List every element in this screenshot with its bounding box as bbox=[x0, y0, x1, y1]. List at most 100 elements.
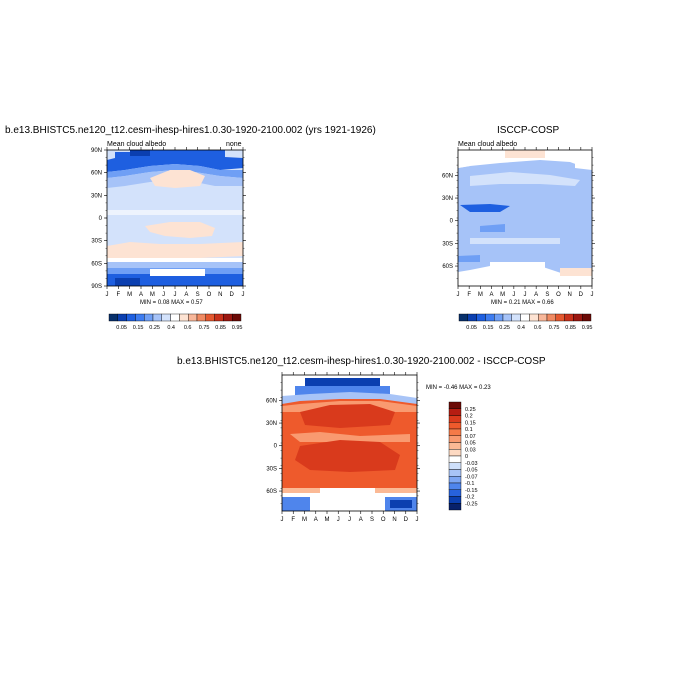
panel1-title: b.e13.BHISTC5.ne120_t12.cesm-ihesp-hires… bbox=[5, 125, 376, 136]
panel1-colorbar-label: 0.6 bbox=[184, 325, 192, 331]
panel1-minmax: MIN = 0.08 MAX = 0.57 bbox=[140, 300, 203, 306]
panel2-colorbar-label: 0.4 bbox=[517, 325, 525, 331]
panel1-colorbar-swatch bbox=[161, 313, 171, 322]
panel3-month-label: J bbox=[281, 517, 284, 523]
panel1-colorbar-label: 0.05 bbox=[116, 325, 127, 331]
panel3-month-label: A bbox=[359, 517, 363, 523]
panel1-month-label: J bbox=[106, 292, 109, 298]
panel3-colorbar-label: -0.15 bbox=[465, 488, 478, 494]
panel1-colorbar-swatch bbox=[223, 313, 233, 322]
panel3-month-label: M bbox=[302, 517, 307, 523]
panel2-month-label: J bbox=[524, 292, 527, 298]
panel2-colorbar-label: 0.75 bbox=[549, 325, 560, 331]
panel1-colorbar-label: 0.25 bbox=[149, 325, 160, 331]
panel1-lat-label: 60S bbox=[91, 261, 102, 267]
panel2-month-label: D bbox=[579, 292, 584, 298]
panel2-month-label: A bbox=[534, 292, 538, 298]
panel3-lat-label: 30N bbox=[266, 421, 277, 427]
panel1-colorbar-label: 0.95 bbox=[232, 325, 243, 331]
panel3-colorbar-label: -0.07 bbox=[465, 474, 478, 480]
panel1-lat-label: 0 bbox=[99, 216, 103, 222]
panel3-colorbar-label: 0.03 bbox=[465, 447, 476, 453]
panel2-colorbar-swatch bbox=[458, 313, 469, 322]
panel2-colorbar-swatch bbox=[502, 313, 513, 322]
panel2-month-label: O bbox=[556, 292, 561, 298]
panel3-month-label: N bbox=[392, 517, 396, 523]
panel3-colorbar-swatch bbox=[448, 455, 462, 463]
panel1-colorbar-swatch bbox=[214, 313, 224, 322]
panel3-lat-label: 30S bbox=[266, 466, 277, 472]
panel2-colorbar-swatch bbox=[494, 313, 504, 322]
panel3-colorbar-swatch bbox=[448, 401, 462, 409]
panel3-colorbar-label: 0.15 bbox=[465, 420, 476, 426]
panel1-lat-label: 30N bbox=[91, 193, 102, 199]
panel2-colorbar-swatch bbox=[485, 313, 495, 322]
panel2-heatmap bbox=[457, 149, 593, 287]
panel3-colorbar-label: -0.2 bbox=[465, 495, 474, 501]
panel3-title: b.e13.BHISTC5.ne120_t12.cesm-ihesp-hires… bbox=[177, 356, 546, 367]
panel3-colorbar-label: 0 bbox=[465, 454, 468, 460]
panel1-lat-label: 90S bbox=[91, 284, 102, 290]
panel1-colorbar-swatch bbox=[170, 313, 180, 322]
panel1-lat-label: 60N bbox=[91, 171, 102, 177]
panel3-colorbar-swatch bbox=[448, 449, 462, 457]
panel3-colorbar-label: 0.07 bbox=[465, 434, 476, 440]
panel2-colorbar-swatch bbox=[564, 313, 574, 322]
panel2-variable-label: Mean cloud albedo bbox=[458, 141, 518, 148]
panel3-colorbar-swatch bbox=[448, 415, 462, 423]
panel2-colorbar-swatch bbox=[538, 313, 548, 322]
panel2-colorbar-swatch bbox=[546, 313, 557, 322]
panel3-colorbar-swatch bbox=[448, 428, 462, 436]
panel3-colorbar-label: 0.05 bbox=[465, 441, 476, 447]
panel2-colorbar-swatch bbox=[476, 313, 486, 322]
panel1-month-label: J bbox=[162, 292, 165, 298]
panel3-month-label: O bbox=[381, 517, 386, 523]
panel1-colorbar-swatch bbox=[135, 313, 145, 322]
panel2-colorbar-label: 0.25 bbox=[499, 325, 510, 331]
panel1-lat-label: 90N bbox=[91, 148, 102, 154]
panel1-colorbar-swatch bbox=[117, 313, 127, 322]
panel1-month-label: A bbox=[184, 292, 188, 298]
panel1-colorbar-swatch bbox=[179, 313, 189, 322]
panel1-colorbar-swatch bbox=[187, 313, 198, 322]
panel3-colorbar-label: 0.1 bbox=[465, 427, 473, 433]
panel1-colorbar-label: 0.85 bbox=[215, 325, 226, 331]
panel2-month-label: A bbox=[489, 292, 493, 298]
panel3-colorbar-swatch bbox=[448, 476, 462, 484]
panel1-colorbar-swatch bbox=[143, 313, 154, 322]
panel2-colorbar-swatch bbox=[582, 313, 592, 322]
panel1-month-label: O bbox=[207, 292, 212, 298]
panel3-colorbar-swatch bbox=[448, 435, 462, 443]
panel1-month-label: J bbox=[242, 292, 245, 298]
panel2-colorbar-label: 0.95 bbox=[582, 325, 593, 331]
panel1-month-label: D bbox=[229, 292, 234, 298]
panel2-month-label: M bbox=[478, 292, 483, 298]
panel2-colorbar-swatch bbox=[520, 313, 530, 322]
panel3-colorbar-swatch bbox=[448, 489, 462, 497]
panel3-lat-label: 60N bbox=[266, 398, 277, 404]
panel3-lat-label: 0 bbox=[274, 444, 278, 450]
panel2-month-label: F bbox=[467, 292, 471, 298]
panel2-month-label: S bbox=[545, 292, 549, 298]
panel2-month-label: J bbox=[591, 292, 594, 298]
panel2-month-label: J bbox=[457, 292, 460, 298]
panel3-minmax: MIN = -0.46 MAX = 0.23 bbox=[426, 385, 491, 391]
panel2-lat-label: 30S bbox=[442, 241, 453, 247]
panel2-colorbar-swatch bbox=[511, 313, 521, 322]
panel3-colorbar-swatch bbox=[448, 422, 462, 430]
panel3-colorbar-swatch bbox=[448, 482, 462, 490]
panel3-colorbar-label: -0.05 bbox=[465, 468, 478, 474]
panel2-colorbar-swatch bbox=[467, 313, 477, 322]
panel1-colorbar-swatch bbox=[126, 313, 136, 322]
panel1-units-label: none bbox=[226, 141, 242, 148]
panel1-heatmap bbox=[106, 149, 244, 287]
panel1-month-label: M bbox=[150, 292, 155, 298]
panel1-colorbar-swatch bbox=[196, 313, 207, 322]
panel3-colorbar-label: -0.25 bbox=[465, 501, 478, 507]
panel2-colorbar-label: 0.6 bbox=[534, 325, 542, 331]
panel1-colorbar-label: 0.4 bbox=[167, 325, 175, 331]
panel1-colorbar-swatch bbox=[205, 313, 215, 322]
panel3-month-label: J bbox=[416, 517, 419, 523]
panel3-month-label: J bbox=[348, 517, 351, 523]
panel1-colorbar-label: 0.15 bbox=[133, 325, 144, 331]
